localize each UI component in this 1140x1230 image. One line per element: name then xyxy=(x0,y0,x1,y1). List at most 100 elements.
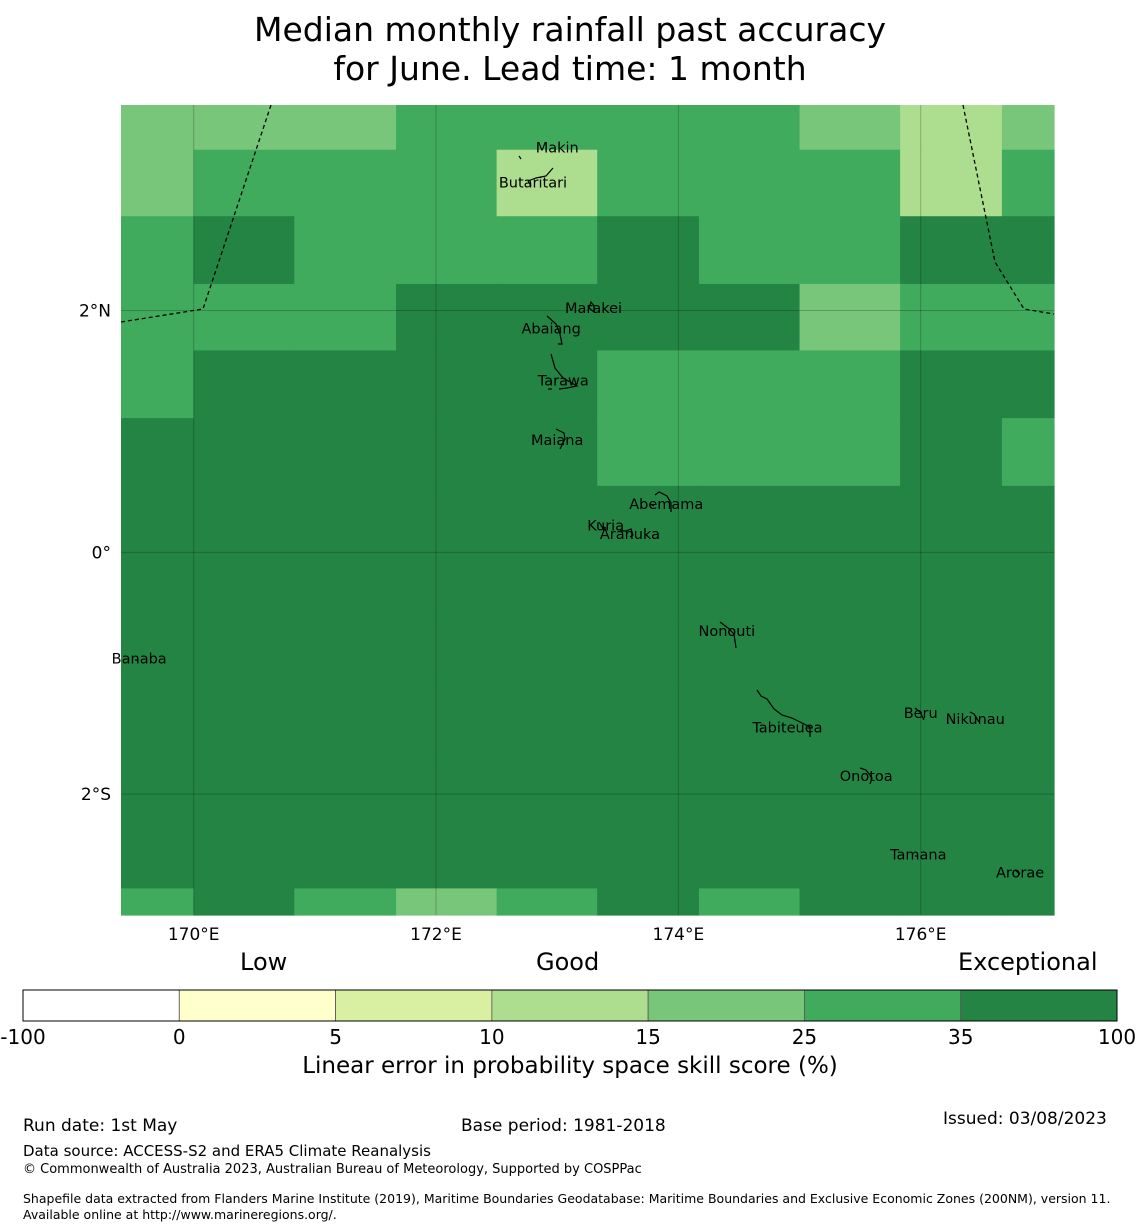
island-label: Arorae xyxy=(996,866,1044,882)
island-outline-maiana xyxy=(555,428,566,450)
longitude-tick-labels: 170°E 172°E 174°E 176°E xyxy=(168,925,947,945)
grid-cell xyxy=(1001,552,1055,620)
grid-cell xyxy=(597,216,700,285)
grid-cell xyxy=(799,485,901,553)
grid-cell xyxy=(294,754,397,822)
colorbar-tick-label: 100 xyxy=(1098,1025,1136,1049)
grid-cell xyxy=(396,552,498,620)
grid-cell xyxy=(496,485,598,553)
grid-cell xyxy=(121,820,195,890)
colorbar-bin xyxy=(647,989,805,1022)
grid-cell xyxy=(597,552,700,620)
grid-cell xyxy=(1001,618,1055,688)
island-outline-beru xyxy=(914,707,925,721)
grid-cell xyxy=(294,149,397,217)
grid-cell xyxy=(698,350,801,419)
grid-cell xyxy=(496,552,598,620)
grid-cell xyxy=(121,888,195,916)
grid-cell xyxy=(597,105,700,151)
colorbar-frame xyxy=(22,989,1118,1022)
colorbar-tick-label: 0 xyxy=(173,1025,186,1049)
rainfall-skill-map: Makin Butaritari Marakei Abaiang Tarawa Maian… xyxy=(79,104,1055,945)
grid-cell xyxy=(121,149,195,217)
grid-cell xyxy=(1001,754,1055,822)
grid-cell xyxy=(294,820,397,890)
island-outline-aranuka xyxy=(620,528,634,538)
grid-cell xyxy=(1001,216,1055,285)
colorbar-tick-label: 35 xyxy=(948,1025,973,1049)
grid-cell xyxy=(799,888,901,916)
grid-cell xyxy=(193,686,295,755)
grid-cell xyxy=(799,686,901,755)
grid-cell xyxy=(1001,105,1055,151)
grid-cell xyxy=(396,485,498,553)
grid-cell xyxy=(698,754,801,822)
title-line-2: for June. Lead time: 1 month xyxy=(333,49,807,88)
grid-cell xyxy=(698,888,801,916)
island-outline-arorae xyxy=(1014,869,1021,875)
grid-cell xyxy=(698,686,801,755)
grid-cell xyxy=(193,350,295,419)
longitude-tick-label: 176°E xyxy=(895,925,947,945)
colorbar-bin xyxy=(960,989,1118,1022)
grid-cell xyxy=(193,754,295,822)
title-line-1: Median monthly rainfall past accuracy xyxy=(253,10,887,49)
grid-cell xyxy=(294,552,397,620)
grid-cell xyxy=(396,888,498,916)
island-label: Banaba xyxy=(112,652,167,668)
island-outline-abaiang xyxy=(546,315,563,345)
grid-cell xyxy=(496,350,598,419)
grid-cell xyxy=(1001,149,1055,217)
grid-cell xyxy=(121,283,195,352)
eez-boundary-east xyxy=(962,104,1055,315)
grid-cell xyxy=(1001,888,1055,916)
grid-cell xyxy=(900,105,1003,151)
grid-cell xyxy=(496,820,598,890)
grid-cell xyxy=(597,485,700,553)
grid-cell xyxy=(900,485,1003,553)
island-outline-marakei xyxy=(588,300,595,314)
colorbar-bin xyxy=(804,989,962,1022)
island-outline-makin xyxy=(518,155,522,160)
grid-cell xyxy=(396,686,498,755)
grid-cell xyxy=(799,216,901,285)
grid-cell xyxy=(193,149,295,217)
grid-cell xyxy=(193,216,295,285)
island-outline-tabiteuea xyxy=(756,689,811,737)
grid-cell xyxy=(496,105,598,151)
colorbar-bin xyxy=(22,989,180,1022)
grid-cell xyxy=(294,350,397,419)
grid-cell xyxy=(597,418,700,487)
grid-cell xyxy=(396,105,498,151)
island-label: Butaritari xyxy=(499,175,567,191)
grid-cell xyxy=(294,418,397,487)
grid-cell xyxy=(193,485,295,553)
grid-cell xyxy=(294,485,397,553)
grid-cell xyxy=(900,216,1003,285)
grid-cell xyxy=(294,105,397,151)
grid-cell xyxy=(496,418,598,487)
colorbar-bin xyxy=(335,989,493,1022)
run-date: Run date: 1st May xyxy=(23,1116,178,1136)
grid-cell xyxy=(396,350,498,419)
eez-boundary-west xyxy=(120,104,272,323)
latitude-tick-label: 0° xyxy=(92,543,111,563)
grid-cell xyxy=(698,552,801,620)
grid-cell xyxy=(597,283,700,352)
grid-cell xyxy=(799,149,901,217)
island-outlines xyxy=(135,155,1021,875)
grid-cell xyxy=(900,418,1003,487)
island-outline-abemama xyxy=(649,491,672,512)
map-title: Median monthly rainfall past accuracy fo… xyxy=(0,10,1140,88)
island-outline-onotoa xyxy=(859,767,873,785)
island-label: Makin xyxy=(536,140,579,156)
grid-cell xyxy=(1001,283,1055,352)
grid-cell xyxy=(799,350,901,419)
island-label: Tabiteuea xyxy=(751,721,822,737)
grid-cell xyxy=(900,350,1003,419)
grid-cell xyxy=(1001,418,1055,487)
grid-cell xyxy=(121,350,195,419)
grid-cell xyxy=(294,888,397,916)
island-outline-butaritari xyxy=(527,167,554,187)
grid-cell xyxy=(193,418,295,487)
